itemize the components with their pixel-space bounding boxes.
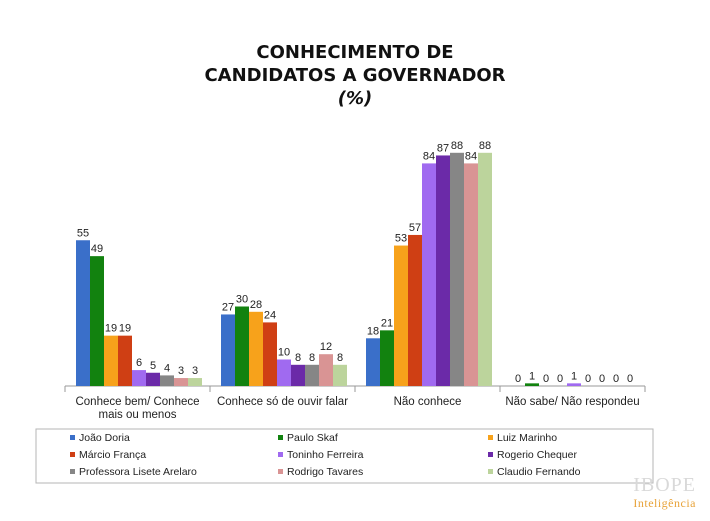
data-label: 1 <box>571 370 577 382</box>
bar <box>263 322 277 386</box>
bar <box>118 335 132 386</box>
data-label: 84 <box>423 150 435 162</box>
bar <box>478 152 492 386</box>
data-label: 0 <box>613 373 619 385</box>
legend-entry: Paulo Skaf <box>287 432 338 444</box>
legend-swatch <box>70 469 75 474</box>
logo-subtitle: Inteligência <box>633 496 696 510</box>
data-label: 8 <box>337 352 343 364</box>
data-label: 84 <box>465 150 477 162</box>
data-label: 6 <box>136 357 142 369</box>
category-label: Não conhece <box>394 396 462 408</box>
data-label: 10 <box>278 347 290 359</box>
data-label: 12 <box>320 341 332 353</box>
data-label: 19 <box>105 323 117 335</box>
data-label: 0 <box>585 373 591 385</box>
data-label: 30 <box>236 294 248 306</box>
data-label: 28 <box>250 299 262 311</box>
bar <box>464 163 478 386</box>
legend-entry: Luiz Marinho <box>497 432 557 444</box>
bar <box>132 370 146 386</box>
data-label: 88 <box>451 140 463 152</box>
bar <box>436 155 450 386</box>
bar <box>305 364 319 386</box>
data-label: 0 <box>543 373 549 385</box>
bar <box>76 240 90 386</box>
bar <box>221 314 235 386</box>
bar <box>380 330 394 386</box>
category-label: mais ou menos <box>99 409 177 421</box>
chart-title-line-2: CANDIDATOS A GOVERNADOR <box>204 65 506 86</box>
data-label: 24 <box>264 309 276 321</box>
data-label: 0 <box>515 373 521 385</box>
legend-box <box>35 428 654 484</box>
data-label: 3 <box>192 365 198 377</box>
bar <box>188 378 202 386</box>
bar <box>366 338 380 386</box>
data-label: 8 <box>309 352 315 364</box>
bar <box>104 335 118 386</box>
bar <box>525 383 539 386</box>
legend-entry: João Doria <box>79 432 130 444</box>
bar <box>90 256 104 386</box>
data-label: 57 <box>409 222 421 234</box>
legend-entry: Professora Lisete Arelaro <box>79 466 197 478</box>
legend-swatch <box>278 469 283 474</box>
data-label: 27 <box>222 301 234 313</box>
data-label: 53 <box>395 233 407 245</box>
category-label: Não sabe/ Não respondeu <box>505 396 639 408</box>
bar <box>277 359 291 386</box>
legend-swatch <box>488 469 493 474</box>
chart-title-unit: (%) <box>337 88 373 109</box>
chart-title-line-1: CONHECIMENTO DE <box>256 42 454 63</box>
category-label: Conhece só de ouvir falar <box>217 396 348 408</box>
data-label: 3 <box>178 365 184 377</box>
data-label: 18 <box>367 325 379 337</box>
bar <box>394 245 408 386</box>
bar <box>450 152 464 386</box>
data-label: 55 <box>77 227 89 239</box>
bar <box>408 234 422 386</box>
bar <box>160 375 174 386</box>
legend-swatch <box>70 452 75 457</box>
bar <box>146 372 160 386</box>
data-label: 0 <box>627 373 633 385</box>
data-label: 87 <box>437 142 449 154</box>
legend-swatch <box>488 435 493 440</box>
bar <box>291 364 305 386</box>
data-label: 4 <box>164 362 170 374</box>
data-label: 8 <box>295 352 301 364</box>
data-label: 0 <box>557 373 563 385</box>
bar <box>235 306 249 386</box>
data-label: 49 <box>91 243 103 255</box>
legend-swatch <box>278 452 283 457</box>
legend-entry: Rogerio Chequer <box>497 449 577 461</box>
legend-swatch <box>70 435 75 440</box>
legend-entry: Toninho Ferreira <box>287 449 364 461</box>
bar <box>422 163 436 386</box>
data-label: 19 <box>119 323 131 335</box>
legend-entry: Rodrigo Tavares <box>287 466 363 478</box>
bar <box>249 311 263 386</box>
bar <box>333 364 347 386</box>
data-label: 88 <box>479 140 491 152</box>
bar <box>174 378 188 386</box>
category-label: Conhece bem/ Conhece <box>75 396 199 408</box>
data-label: 1 <box>529 370 535 382</box>
legend-swatch <box>278 435 283 440</box>
bar <box>319 354 333 386</box>
legend-swatch <box>488 452 493 457</box>
legend-entry: Claudio Fernando <box>497 466 581 478</box>
ibope-logo: IBOPE Inteligência <box>633 474 696 510</box>
data-label: 21 <box>381 317 393 329</box>
legend-entry: Márcio França <box>79 449 146 461</box>
logo-brand: IBOPE <box>633 474 696 496</box>
bar <box>567 383 581 386</box>
data-label: 0 <box>599 373 605 385</box>
data-label: 5 <box>150 360 156 372</box>
